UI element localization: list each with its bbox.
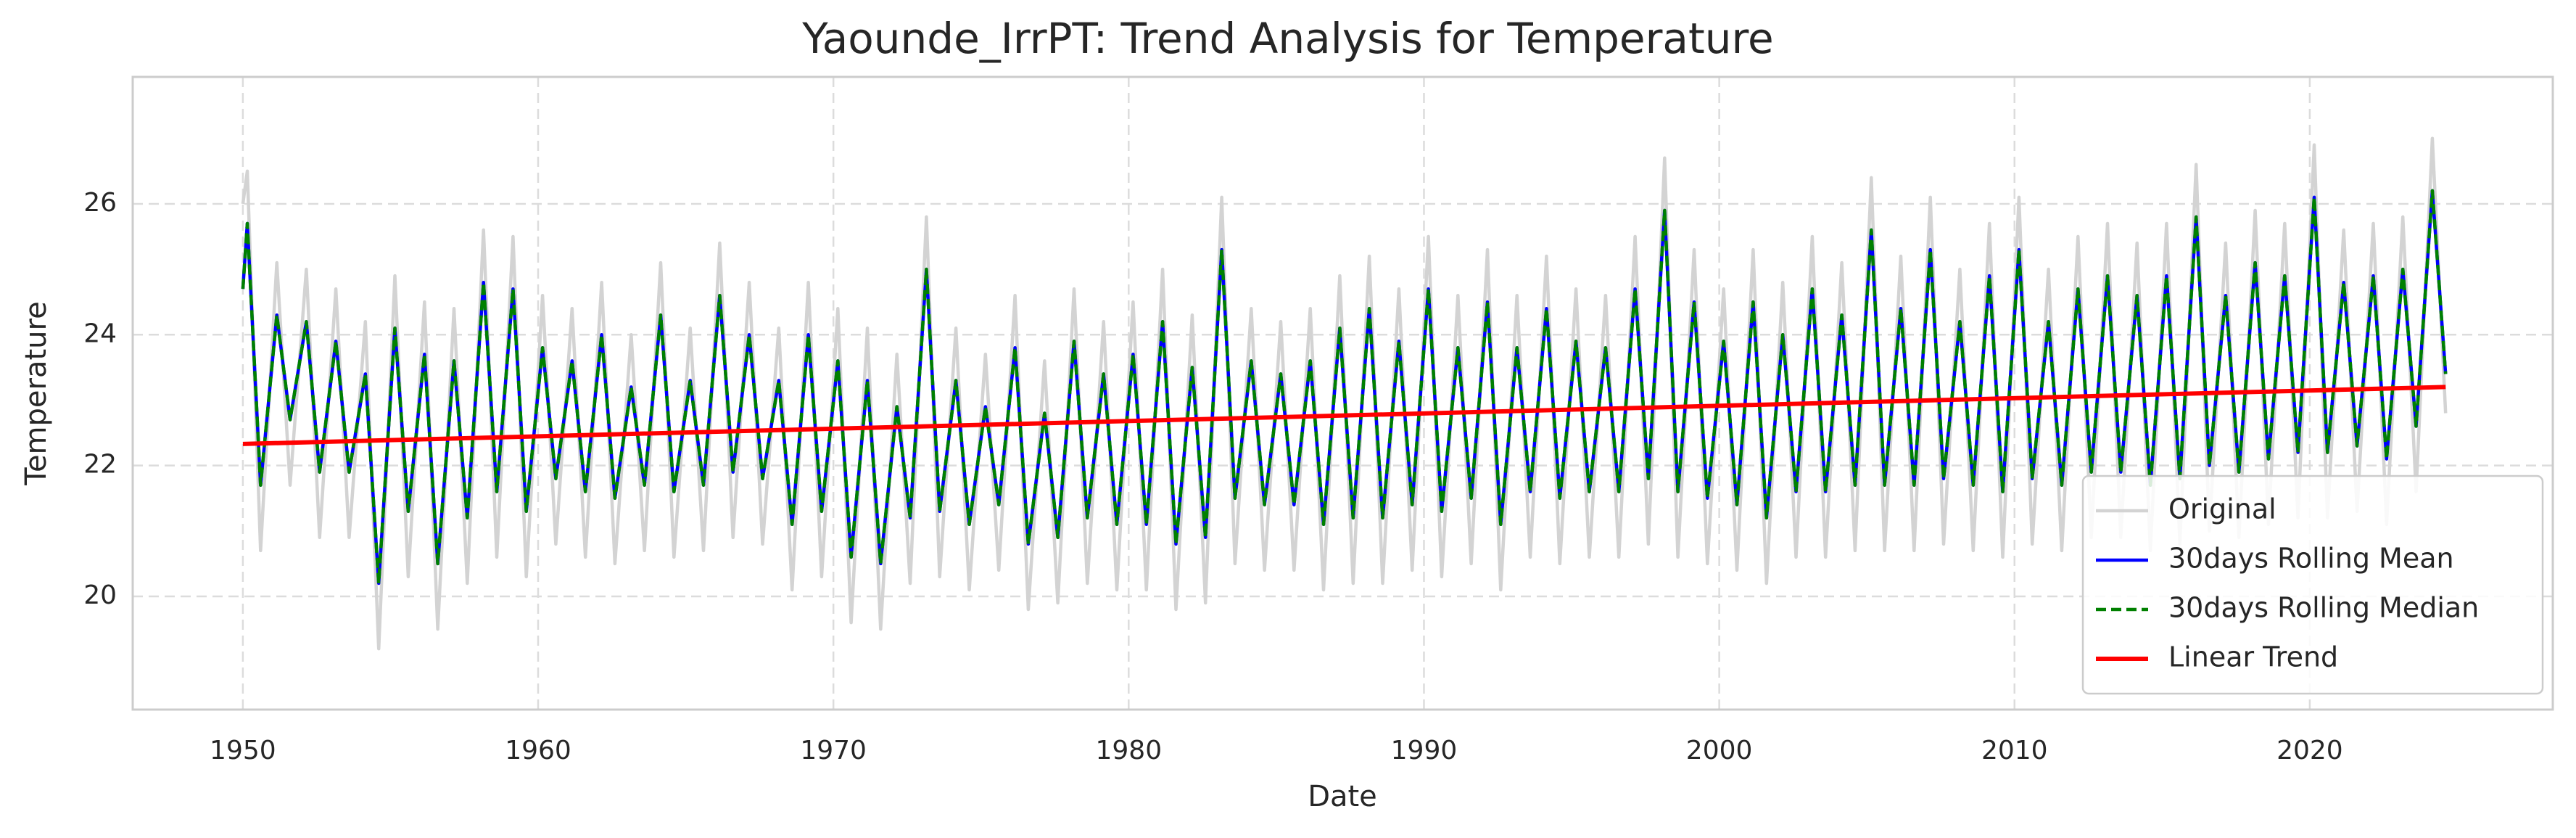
legend-label: Original	[2168, 493, 2276, 525]
x-tick-label: 1990	[1391, 736, 1458, 765]
y-tick-label: 26	[83, 188, 117, 218]
series-line	[241, 136, 2448, 651]
legend-label: Linear Trend	[2168, 641, 2338, 673]
chart-title: Yaounde_IrrPT: Trend Analysis for Temper…	[801, 14, 1773, 63]
plot-frame	[131, 75, 2554, 711]
legend-label: 30days Rolling Median	[2168, 592, 2479, 624]
y-tick-label: 24	[83, 319, 117, 348]
x-tick-label: 2000	[1686, 736, 1753, 765]
legend-label: 30days Rolling Mean	[2168, 543, 2454, 575]
series-line	[242, 385, 2446, 446]
y-tick-label: 22	[83, 450, 117, 480]
x-tick-label: 1960	[505, 736, 571, 765]
x-axis-label: Date	[1308, 780, 1377, 813]
legend-box	[2081, 475, 2544, 695]
y-axis-label: Temperature	[20, 301, 53, 485]
x-tick-label: 1980	[1096, 736, 1163, 765]
plot-lines	[241, 136, 2448, 651]
series-line	[241, 189, 2448, 586]
x-tick-label: 2010	[1981, 736, 2048, 765]
x-tick-label: 1950	[210, 736, 276, 765]
y-tick-label: 20	[83, 580, 117, 610]
x-tick-label: 2020	[2276, 736, 2343, 765]
x-tick-label: 1970	[800, 736, 867, 765]
legend: Original 30days Rolling Mean 30days Rollin…	[2081, 475, 2544, 695]
